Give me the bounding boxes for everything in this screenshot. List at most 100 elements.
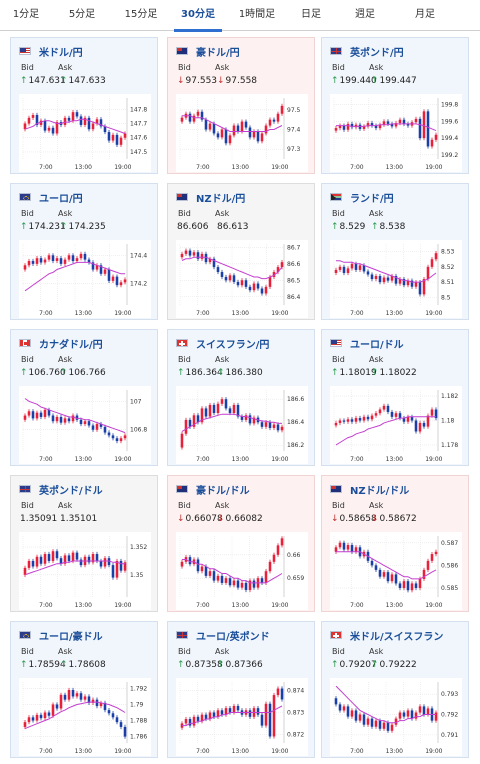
chart-grid [179, 536, 285, 597]
pair-name[interactable]: NZドル/ドル [350, 485, 410, 497]
x-tick-label: 13:00 [75, 602, 92, 609]
mini-chart[interactable]: 147.8 147.7 147.6 147.5 7:00 13:00 19:00 [19, 94, 151, 172]
mini-chart[interactable]: 107 106.8 7:00 13:00 19:00 [19, 386, 151, 464]
candle-down [39, 714, 43, 719]
card-title[interactable]: ユーロ/ドル [330, 336, 404, 351]
ask-quote: ↓0.66082 [217, 514, 263, 524]
mini-chart[interactable]: 86.7 86.6 86.5 86.4 7:00 13:00 19:00 [176, 240, 308, 318]
pair-name[interactable]: カナダドル/円 [39, 339, 103, 351]
candle-up [272, 424, 276, 428]
card-title[interactable]: 英ポンド/円 [330, 44, 404, 59]
tab-daily[interactable]: 日足 [301, 9, 321, 20]
tab-monthly[interactable]: 月足 [415, 9, 435, 20]
card-title[interactable]: 米ドル/スイスフラン [330, 628, 444, 643]
rate-card[interactable]: ランド/円 Bid Ask ↑8.529 ↑8.538 8.53 8.52 8.51 8.5 7:… [321, 183, 469, 320]
tab-5min[interactable]: 5分足 [68, 9, 96, 20]
card-title[interactable]: スイスフラン/円 [176, 336, 270, 351]
card-title[interactable]: 豪ドル/ドル [176, 482, 250, 497]
pair-name[interactable]: ユーロ/豪ドル [39, 631, 103, 643]
bid-quote: ↑147.631 [20, 76, 66, 86]
ask-quote: ↑1.78608 [60, 660, 106, 670]
candle-up [216, 403, 220, 414]
card-title[interactable]: ユーロ/豪ドル [19, 628, 103, 643]
rate-card[interactable]: ユーロ/豪ドル Bid Ask ↑1.78594 ↑1.78608 1.792 1.79 1.… [10, 621, 158, 758]
candle-down [354, 263, 358, 270]
rate-card[interactable]: NZドル/円 Bid Ask 86.606 86.613 86.7 86.6 86.5 86.4… [167, 183, 315, 320]
candle-up [180, 117, 184, 122]
y-tick-label: 8.52 [441, 264, 455, 271]
candle-up [119, 282, 123, 286]
mini-chart[interactable]: 1.182 1.18 1.178 7:00 13:00 19:00 [330, 386, 462, 464]
rate-card[interactable]: スイスフラン/円 Bid Ask ↑186.364 ↑186.380 186.6 186.4… [167, 329, 315, 466]
mini-chart[interactable]: 8.53 8.52 8.51 8.5 7:00 13:00 19:00 [330, 240, 462, 318]
candle-down [272, 119, 276, 122]
card-title[interactable]: ユーロ/円 [19, 190, 83, 205]
mini-chart[interactable]: 0.587 0.586 0.585 7:00 13:00 19:00 [330, 532, 462, 610]
candle-up [374, 276, 378, 280]
rate-card[interactable]: 英ポンド/円 Bid Ask ↑199.440 ↑199.447 199.8 199.6 19… [321, 37, 469, 174]
pair-name[interactable]: ユーロ/ドル [350, 339, 404, 351]
pair-name[interactable]: ユーロ/円 [39, 193, 83, 205]
mini-chart[interactable]: 0.874 0.873 0.872 7:00 13:00 19:00 [176, 678, 308, 756]
card-title[interactable]: カナダドル/円 [19, 336, 103, 351]
pair-name[interactable]: NZドル/円 [196, 193, 246, 205]
card-title[interactable]: NZドル/円 [176, 190, 246, 205]
ask-quote: ↑199.447 [371, 76, 417, 86]
card-title[interactable]: ランド/円 [330, 190, 394, 205]
pair-name[interactable]: 豪ドル/円 [196, 47, 240, 59]
card-title[interactable]: ユーロ/英ポンド [176, 628, 270, 643]
up-arrow-icon: ↑ [371, 222, 379, 232]
candle-down [188, 113, 192, 122]
candle-up [51, 551, 55, 561]
candle-up [338, 125, 342, 129]
y-tick-label: 199.6 [441, 118, 458, 125]
card-title[interactable]: NZドル/ドル [330, 482, 410, 497]
mini-chart[interactable]: 0.66 0.659 7:00 13:00 19:00 [176, 532, 308, 610]
pair-name[interactable]: 英ポンド/ドル [39, 485, 103, 497]
candle-up [276, 545, 280, 555]
card-title[interactable]: 英ポンド/ドル [19, 482, 103, 497]
x-tick-label: 13:00 [386, 602, 403, 609]
mini-chart[interactable]: 174.4 174.2 7:00 13:00 19:00 [19, 240, 151, 318]
rate-card[interactable]: 米ドル/円 Bid Ask ↑147.631 ↑147.633 147.8 147.7 147… [10, 37, 158, 174]
tab-30min[interactable]: 30分足 [170, 0, 226, 32]
tab-1hour[interactable]: 1時間足 [238, 9, 276, 20]
mini-chart[interactable]: 199.8 199.6 199.4 199.2 7:00 13:00 19:00 [330, 94, 462, 172]
rate-card[interactable]: カナダドル/円 Bid Ask ↑106.760 ↑106.766 107 106.8 7:0… [10, 329, 158, 466]
mini-chart[interactable]: 97.5 97.4 97.3 7:00 13:00 19:00 [176, 94, 308, 172]
mini-chart[interactable]: 1.792 1.79 1.788 1.786 7:00 13:00 19:00 [19, 678, 151, 756]
candlestick-chart: 0.587 0.586 0.585 7:00 13:00 19:00 [333, 536, 458, 609]
pair-name[interactable]: 英ポンド/円 [350, 47, 404, 59]
pair-name[interactable]: スイスフラン/円 [196, 339, 270, 351]
pair-name[interactable]: 米ドル/スイスフラン [350, 631, 444, 643]
rate-card[interactable]: 英ポンド/ドル Bid Ask 1.35091 1.35101 1.352 1.35 7:00… [10, 475, 158, 612]
bid-label: Bid [178, 501, 191, 510]
rate-card[interactable]: ユーロ/英ポンド Bid Ask ↑0.87358 ↑0.87366 0.874 0.873… [167, 621, 315, 758]
mini-chart[interactable]: 1.352 1.35 7:00 13:00 19:00 [19, 532, 151, 610]
tab-15min[interactable]: 15分足 [124, 9, 158, 20]
mini-chart[interactable]: 186.6 186.4 186.2 7:00 13:00 19:00 [176, 386, 308, 464]
gb-flag-icon [19, 485, 31, 493]
rate-card[interactable]: NZドル/ドル Bid Ask ↓0.58658 ↓0.58672 0.587 0.586 0… [321, 475, 469, 612]
candle-up [71, 415, 75, 422]
candle-up [232, 125, 236, 136]
x-tick-label: 19:00 [425, 456, 442, 463]
mini-chart[interactable]: 0.793 0.792 0.791 7:00 13:00 19:00 [330, 678, 462, 756]
candle-down [244, 280, 248, 287]
rate-card[interactable]: 豪ドル/円 Bid Ask ↓97.553 ↓97.558 97.5 97.4 97.3 7:0… [167, 37, 315, 174]
rate-card[interactable]: ユーロ/ドル Bid Ask ↑1.18019 ↑1.18022 1.182 1.18 1.1… [321, 329, 469, 466]
rate-card[interactable]: 豪ドル/ドル Bid Ask ↓0.66078 ↓0.66082 0.66 0.659 7:0… [167, 475, 315, 612]
tab-1min[interactable]: 1分足 [12, 9, 40, 20]
pair-name[interactable]: 豪ドル/ドル [196, 485, 250, 497]
rate-card[interactable]: ユーロ/円 Bid Ask ↑174.231 ↑174.235 174.4 174.2 7:0… [10, 183, 158, 320]
candle-up [180, 433, 184, 448]
bid-quote: ↑0.87358 [177, 660, 223, 670]
card-title[interactable]: 豪ドル/円 [176, 44, 240, 59]
card-title[interactable]: 米ドル/円 [19, 44, 83, 59]
pair-name[interactable]: ユーロ/英ポンド [196, 631, 270, 643]
tab-weekly[interactable]: 週足 [355, 9, 375, 20]
pair-name[interactable]: 米ドル/円 [39, 47, 83, 59]
pair-name[interactable]: ランド/円 [350, 193, 394, 205]
y-tick-label: 1.792 [130, 685, 147, 692]
rate-card[interactable]: 米ドル/スイスフラン Bid Ask ↑0.79207 ↑0.79222 0.793 0.7… [321, 621, 469, 758]
